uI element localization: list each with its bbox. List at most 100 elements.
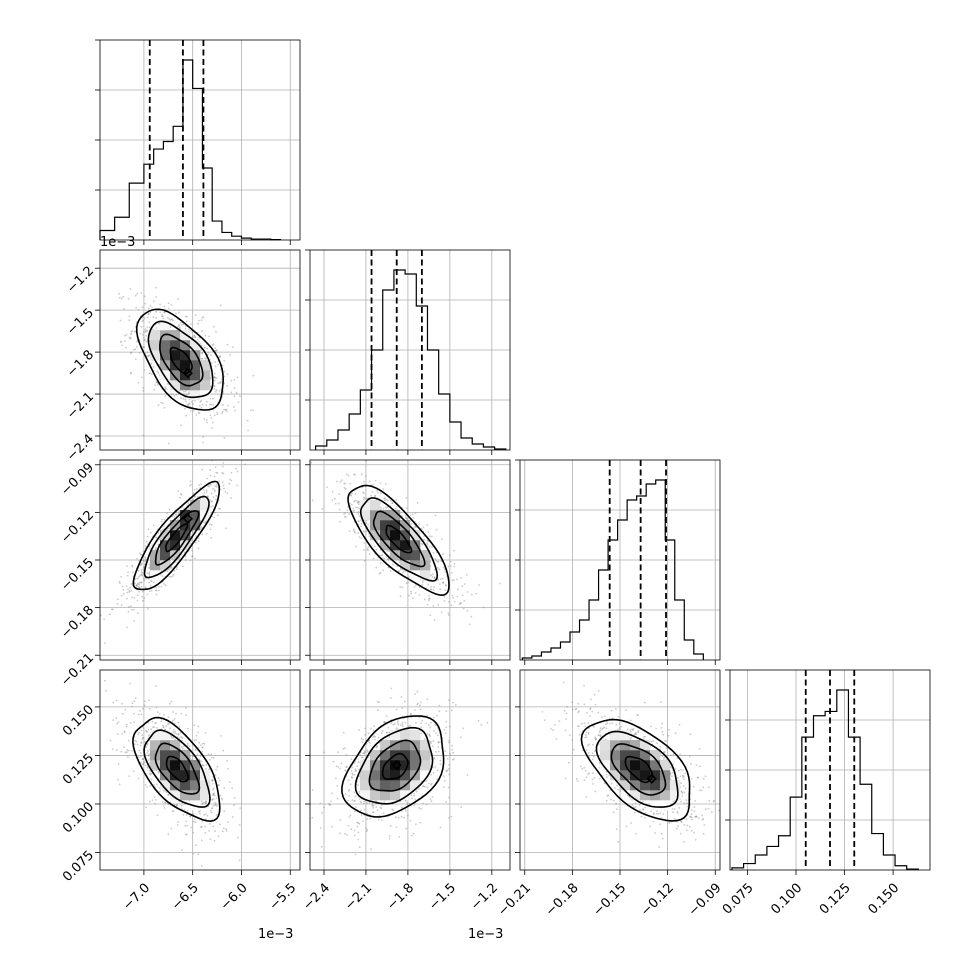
- scatter-point: [134, 348, 137, 350]
- scatter-point: [126, 723, 128, 726]
- scatter-point: [152, 300, 155, 303]
- scatter-point: [144, 556, 147, 559]
- scatter-point: [165, 791, 168, 794]
- scatter-point: [220, 380, 223, 383]
- scatter-point: [410, 590, 412, 593]
- scatter-point: [191, 530, 194, 533]
- scatter-point: [355, 506, 357, 509]
- scatter-point: [124, 751, 127, 754]
- scatter-point: [165, 725, 168, 728]
- scatter-point: [462, 607, 465, 610]
- scatter-point: [252, 374, 255, 377]
- scatter-point: [330, 792, 333, 795]
- scatter-point: [451, 748, 454, 751]
- scatter-point: [163, 713, 165, 716]
- scatter-point: [420, 808, 422, 810]
- scatter-point: [181, 849, 183, 851]
- scatter-point: [381, 557, 384, 559]
- scatter-point: [155, 589, 158, 592]
- scatter-point: [223, 810, 226, 813]
- scatter-point: [399, 586, 402, 588]
- scatter-point: [387, 558, 390, 561]
- scatter-point: [112, 608, 114, 611]
- scatter-point: [154, 536, 157, 538]
- scatter-point: [409, 819, 412, 822]
- scatter-point: [141, 571, 143, 573]
- scatter-point: [459, 602, 462, 604]
- scatter-point: [155, 536, 158, 539]
- scatter-point: [356, 506, 359, 509]
- scatter-point: [175, 312, 177, 315]
- scatter-point: [348, 816, 351, 818]
- scatter-point: [209, 414, 212, 417]
- scatter-point: [383, 720, 386, 723]
- scatter-point: [380, 807, 383, 810]
- scatter-point: [391, 563, 394, 566]
- scatter-point: [375, 806, 378, 808]
- scatter-point: [143, 331, 145, 333]
- scatter-point: [178, 311, 180, 314]
- scatter-point: [377, 709, 379, 712]
- scatter-point: [418, 807, 421, 809]
- scatter-point: [135, 306, 138, 309]
- scatter-point: [375, 549, 378, 551]
- scatter-point: [372, 557, 375, 560]
- scatter-point: [344, 832, 346, 835]
- scatter-point: [390, 500, 392, 502]
- scatter-point: [419, 821, 422, 824]
- scatter-point: [215, 350, 217, 352]
- scatter-point: [461, 585, 464, 588]
- scatter-point: [126, 591, 129, 594]
- scatter-point: [424, 598, 426, 601]
- scatter-point: [353, 456, 355, 458]
- scatter-point: [388, 549, 391, 552]
- scatter-point: [222, 827, 225, 830]
- scatter-point: [181, 747, 184, 750]
- scatter-point: [127, 297, 130, 300]
- scatter-point: [210, 811, 213, 814]
- scatter-point: [191, 531, 194, 533]
- scatter-point: [380, 506, 382, 509]
- scatter-point: [462, 727, 465, 730]
- scatter-point: [410, 592, 412, 595]
- scatter-point: [460, 806, 463, 809]
- scatter-point: [126, 574, 129, 577]
- scatter-point: [354, 834, 356, 837]
- scatter-point: [209, 528, 212, 531]
- scatter-point: [576, 780, 579, 782]
- density-bin: [170, 770, 181, 781]
- density-bin: [390, 510, 401, 521]
- scatter-point: [156, 814, 159, 817]
- scatter-point: [216, 514, 219, 517]
- scatter-point: [206, 814, 209, 817]
- scatter-point: [143, 336, 145, 339]
- density-bin: [170, 340, 181, 351]
- scatter-point: [126, 751, 128, 754]
- scatter-point: [198, 810, 200, 813]
- scatter-point: [385, 715, 388, 717]
- scatter-point: [141, 320, 144, 323]
- scatter-point: [201, 742, 204, 745]
- scatter-point: [211, 756, 213, 759]
- scatter-point: [176, 325, 179, 328]
- scatter-point: [452, 751, 455, 754]
- density-bin: [380, 520, 391, 531]
- scatter-point: [603, 715, 606, 718]
- scatter-point: [214, 349, 217, 352]
- density-bin: [380, 740, 391, 751]
- scatter-point: [373, 545, 376, 548]
- scatter-point: [456, 595, 459, 598]
- scatter-point: [360, 537, 363, 540]
- scatter-point: [147, 750, 149, 753]
- scatter-point: [222, 749, 225, 752]
- scatter-point: [214, 361, 217, 364]
- scatter-point: [672, 811, 674, 814]
- scatter-point: [409, 514, 412, 517]
- scatter-point: [227, 404, 230, 407]
- scatter-point: [339, 819, 342, 821]
- scatter-point: [657, 812, 660, 815]
- scatter-point: [206, 421, 208, 424]
- scatter-point: [210, 483, 212, 486]
- scatter-point: [236, 484, 239, 487]
- scatter-point: [365, 827, 368, 830]
